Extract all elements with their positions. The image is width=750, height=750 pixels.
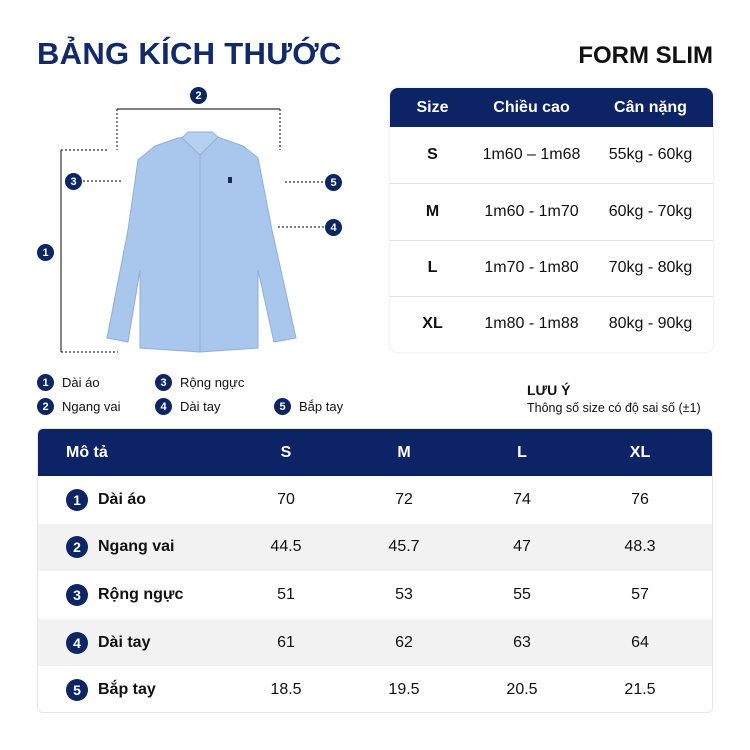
- row-label: 1 Dài áo: [38, 488, 227, 511]
- cell: 63: [513, 633, 531, 651]
- table-row: 2 Ngang vai 44.5 45.7 47 48.3: [38, 523, 712, 572]
- cell: 60kg - 70kg: [608, 202, 693, 220]
- badge-1: 1: [66, 488, 88, 511]
- header-description: Mô tả: [66, 443, 108, 461]
- legend-label: Rộng ngực: [180, 375, 245, 390]
- cell: 61: [277, 633, 295, 651]
- table-row: L 1m70 - 1m80 70kg - 80kg: [390, 239, 713, 296]
- legend-label: Dài áo: [62, 375, 100, 390]
- cell: 80kg - 90kg: [608, 315, 693, 333]
- table-row: M 1m60 - 1m70 60kg - 70kg: [390, 183, 713, 239]
- cell: 1m60 – 1m68: [482, 146, 581, 164]
- cell: 1m80 - 1m88: [484, 315, 579, 333]
- measure-label: Ngang vai: [98, 538, 175, 556]
- cell: 48.3: [624, 538, 656, 556]
- measure-label: Rộng ngực: [98, 585, 184, 603]
- cell: XL: [422, 315, 443, 333]
- badge-3: 3: [65, 173, 82, 190]
- cell: 44.5: [270, 538, 302, 556]
- cell: 76: [631, 490, 649, 508]
- cell: S: [427, 146, 438, 164]
- shirt-diagram: [60, 108, 324, 353]
- table-row: S 1m60 – 1m68 55kg - 60kg: [390, 127, 713, 183]
- header-weight: Cân nặng: [614, 98, 687, 116]
- cell: 51: [277, 585, 295, 603]
- cell: 21.5: [624, 681, 656, 699]
- badge-4: 4: [325, 219, 342, 236]
- header-size: Size: [416, 98, 449, 116]
- cell: 19.5: [388, 681, 420, 699]
- cell: 45.7: [388, 538, 420, 556]
- size-table-header: Size Chiều cao Cân nặng: [390, 88, 713, 127]
- badge-2: 2: [190, 87, 207, 104]
- cell: 20.5: [506, 681, 538, 699]
- legend-item: 1 Dài áo: [37, 374, 100, 391]
- note-title: LƯU Ý: [527, 382, 571, 398]
- badge-5: 5: [325, 174, 342, 191]
- row-label: 4 Dài tay: [38, 631, 227, 654]
- badge-2: 2: [66, 536, 88, 559]
- measure-label: Dài áo: [98, 490, 147, 508]
- cell: 74: [513, 490, 531, 508]
- legend-item: 3 Rộng ngực: [155, 374, 244, 391]
- legend-label: Bắp tay: [299, 399, 344, 414]
- cell: 1m70 - 1m80: [484, 259, 579, 277]
- cell: 70kg - 80kg: [608, 259, 693, 277]
- cell: 55kg - 60kg: [608, 146, 693, 164]
- badge-4: 4: [66, 631, 88, 654]
- cell: 55: [513, 585, 531, 603]
- badge-1: 1: [37, 244, 54, 261]
- header-xl: XL: [629, 443, 651, 461]
- cell: 62: [395, 633, 413, 651]
- cell: M: [425, 202, 440, 220]
- badge-5: 5: [66, 679, 88, 702]
- legend-item: 2 Ngang vai: [37, 398, 121, 415]
- row-label: 2 Ngang vai: [38, 536, 227, 559]
- header-m: M: [397, 443, 411, 461]
- header-l: L: [517, 443, 527, 461]
- measure-label: Bắp tay: [98, 681, 156, 699]
- table-row: 5 Bắp tay 18.5 19.5 20.5 21.5: [38, 666, 712, 712]
- table-row: 4 Dài tay 61 62 63 64: [38, 618, 712, 667]
- badge-4: 4: [155, 398, 172, 415]
- badge-3: 3: [66, 583, 88, 606]
- row-label: 5 Bắp tay: [38, 679, 227, 702]
- table-row: XL 1m80 - 1m88 80kg - 90kg: [390, 295, 713, 352]
- page-title: BẢNG KÍCH THƯỚC: [37, 36, 342, 71]
- measurement-table-header: Mô tả S M L XL: [38, 429, 712, 476]
- size-table: Size Chiều cao Cân nặng S 1m60 – 1m68 55kg…: [390, 88, 713, 352]
- header-s: S: [280, 443, 292, 461]
- header-height: Chiều cao: [493, 98, 570, 116]
- badge-5: 5: [274, 398, 291, 415]
- row-label: 3 Rộng ngực: [38, 583, 227, 606]
- cell: 18.5: [270, 681, 302, 699]
- form-label: FORM SLIM: [578, 42, 713, 69]
- cell: 72: [395, 490, 413, 508]
- badge-1: 1: [37, 374, 54, 391]
- legend-item: 5 Bắp tay: [274, 398, 343, 415]
- cell: 47: [513, 538, 531, 556]
- measurement-table: Mô tả S M L XL 1 Dài áo 70 72 74 76 2 Ngang vai…: [37, 428, 713, 713]
- legend-label: Dài tay: [180, 399, 221, 414]
- measure-label: Dài tay: [98, 633, 151, 651]
- cell: 57: [631, 585, 649, 603]
- table-row: 1 Dài áo 70 72 74 76: [38, 476, 712, 524]
- note-text: Thông số size có độ sai số (±1): [527, 401, 701, 415]
- legend-label: Ngang vai: [62, 399, 121, 414]
- shirt-image: [106, 131, 297, 353]
- cell: 64: [631, 633, 649, 651]
- cell: L: [427, 259, 438, 277]
- cell: 1m60 - 1m70: [484, 202, 579, 220]
- cell: 53: [395, 585, 413, 603]
- table-row: 3 Rộng ngực 51 53 55 57: [38, 571, 712, 619]
- legend-item: 4 Dài tay: [155, 398, 220, 415]
- cell: 70: [277, 490, 295, 508]
- badge-3: 3: [155, 374, 172, 391]
- badge-2: 2: [37, 398, 54, 415]
